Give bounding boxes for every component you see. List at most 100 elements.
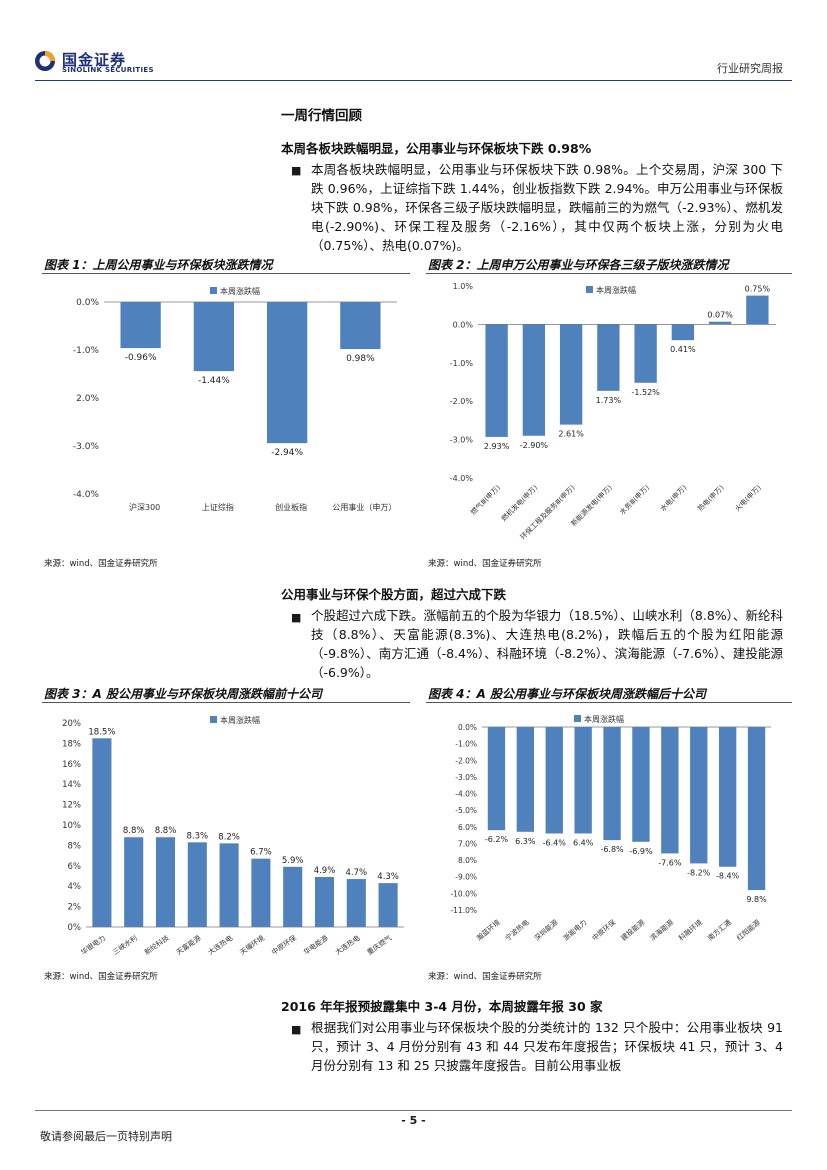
data-label: 6.3% — [515, 837, 536, 846]
data-label: 4.7% — [345, 868, 367, 878]
category-label: 科融环境 — [677, 918, 704, 943]
figure-2-title-rule — [426, 273, 792, 274]
bar — [718, 727, 737, 867]
bar — [746, 295, 769, 325]
bar — [314, 877, 335, 927]
category-label: 深圳能源 — [532, 918, 559, 943]
y-tick-label: -3.0% — [450, 436, 474, 445]
bar — [378, 883, 398, 927]
legend-swatch — [574, 715, 581, 722]
paragraph-stocks: 个股超过六成下跌。涨幅前五的个股为华银力（18.5%）、山峡水利（8.8%）、新… — [311, 608, 783, 680]
data-label: -7.6% — [658, 858, 682, 867]
category-label: 热电(申万) — [696, 483, 726, 513]
data-label: 2.61% — [558, 430, 584, 439]
figure-2-source: 来源：wind、国金证券研究所 — [428, 559, 542, 569]
legend-label: 本周涨跌幅 — [584, 714, 624, 724]
y-tick-label: 6% — [68, 862, 82, 872]
y-tick-label: -5.0% — [455, 806, 477, 815]
figure-1-title-rule — [42, 273, 410, 274]
y-tick-label: -2.0% — [450, 397, 474, 406]
data-label: 1.73% — [596, 396, 622, 405]
y-tick-label: 0% — [68, 923, 82, 933]
category-label: 瀚蓝环境 — [475, 918, 502, 943]
figure-4-chart: 本周涨跌幅 0.0% -1.0% -2.0% -3.0% -4.0% -5.0% 6.0% 7… — [450, 714, 771, 943]
bar — [690, 727, 708, 864]
y-tick-label: 7.0% — [458, 839, 477, 848]
y-tick-label: -4.0% — [73, 490, 100, 500]
data-label: 2.93% — [484, 442, 510, 451]
y-tick-label: -4.0% — [450, 474, 474, 483]
subtitle-stocks: 公用事业与环保个股方面，超过六成下跌 — [281, 587, 507, 602]
y-tick-label: 0.0% — [458, 723, 477, 732]
y-tick-label: -1.0% — [73, 346, 100, 356]
figure-3-title: 图表 3：A 股公用事业与环保板块周涨跌幅前十公司 — [44, 687, 322, 701]
data-label: -1.44% — [198, 376, 230, 386]
subtitle-sector-performance: 本周各板块跌幅明显，公用事业与环保板块下跌 0.98% — [281, 141, 592, 156]
logo-text-en: SINOLINK SECURITIES — [62, 66, 154, 74]
data-label: 0.75% — [745, 285, 771, 294]
y-tick-label: -1.0% — [450, 359, 474, 368]
logo-text-cn: 国金证券 — [62, 51, 127, 69]
data-label: 18.5% — [88, 727, 115, 737]
bar — [634, 324, 657, 383]
y-tick-label: 0.0% — [76, 298, 99, 308]
category-label: 华电能源 — [302, 933, 330, 956]
data-label: 0.41% — [670, 345, 696, 354]
data-label: -6.8% — [600, 845, 624, 854]
bar — [545, 727, 563, 834]
y-tick-label: 8% — [68, 841, 82, 851]
bar — [283, 866, 303, 927]
bar — [251, 858, 271, 927]
y-tick-label: -3.0% — [73, 442, 100, 452]
category-label: 南方汇通 — [706, 918, 733, 943]
y-tick-label: 12% — [62, 801, 81, 811]
data-label: -0.96% — [125, 353, 157, 363]
page-number: - 5 - — [401, 1114, 426, 1127]
bar — [632, 727, 650, 842]
bar — [92, 738, 112, 927]
figure-1-source: 来源：wind、国金证券研究所 — [44, 559, 158, 569]
footer-divider — [35, 1110, 792, 1111]
category-label: 天富能源 — [174, 933, 202, 956]
category-label: 天壕环境 — [238, 933, 266, 956]
bar — [574, 727, 592, 834]
category-label: 浙能电力 — [561, 918, 588, 943]
bar — [516, 727, 535, 832]
figure-3-source: 来源：wind、国金证券研究所 — [44, 972, 158, 982]
category-label: 沪深300 — [129, 502, 160, 512]
category-label: 建投能源 — [619, 918, 646, 943]
y-tick-label: 18% — [62, 739, 81, 749]
bar — [661, 727, 679, 854]
figure-2-title: 图表 2：上周申万公用事业与环保各三级子版块涨跌情况 — [428, 258, 729, 272]
y-tick-label: 1.0% — [453, 282, 474, 291]
y-tick-label: 14% — [62, 780, 81, 790]
bar — [487, 727, 506, 831]
y-tick-label: 16% — [62, 760, 81, 770]
bar — [124, 837, 144, 927]
bar — [155, 837, 176, 927]
category-label: 水电(申万) — [658, 483, 688, 513]
data-label: 8.8% — [123, 826, 145, 836]
legend-label: 本周涨跌幅 — [220, 286, 260, 296]
data-label: -6.2% — [485, 835, 509, 844]
y-tick-label: 8.0% — [458, 856, 477, 865]
data-label: 0.07% — [707, 311, 733, 320]
bar — [346, 879, 366, 927]
category-label: 三峡水利 — [111, 933, 139, 956]
y-tick-label: 10% — [62, 821, 81, 831]
data-label: 0.98% — [346, 354, 375, 364]
data-label: 8.2% — [218, 832, 240, 842]
y-tick-label: -10.0% — [450, 889, 477, 898]
bar — [219, 843, 239, 927]
figure-4-title-rule — [426, 702, 792, 703]
legend-label: 本周涨跌幅 — [596, 285, 636, 295]
y-tick-label: 2.0% — [76, 394, 99, 404]
y-tick-label: 4% — [68, 882, 82, 892]
paragraph-annual-reports: 根据我们对公用事业与环保板块个股的分类统计的 132 只个股中：公用事业板块 9… — [311, 1020, 783, 1073]
figure-1-chart: 本周涨跌幅 0.0% -1.0% 2.0% -3.0% -4.0% -0.96% -1.4… — [73, 286, 397, 512]
legend-swatch — [210, 287, 217, 294]
paragraph-sector-performance: 本周各板块跌幅明显，公用事业与环保板块下跌 0.98%。上个交易周，沪深 300… — [311, 162, 783, 253]
category-label: 创业板指 — [275, 502, 307, 512]
bar — [187, 842, 207, 927]
bar — [559, 324, 583, 425]
